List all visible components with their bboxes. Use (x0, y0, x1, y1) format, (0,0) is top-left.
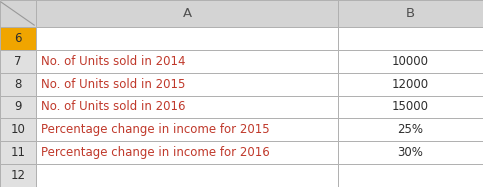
Bar (338, 118, 483, 141)
Bar (0, 141, 36, 164)
Bar (36, 164, 338, 187)
Text: B: B (406, 7, 415, 20)
Bar (36, 73, 338, 96)
Bar (36, 27, 338, 50)
Bar (338, 164, 483, 187)
Bar (338, 141, 483, 164)
Bar (0, 0, 36, 27)
Bar (338, 27, 483, 50)
Bar (338, 96, 483, 118)
Text: 8: 8 (14, 78, 22, 91)
Text: 9: 9 (14, 100, 22, 114)
Text: 6: 6 (14, 32, 22, 45)
Text: 12000: 12000 (392, 78, 429, 91)
Text: 10000: 10000 (392, 55, 429, 68)
Bar (36, 141, 338, 164)
Bar (36, 96, 338, 118)
Text: No. of Units sold in 2016: No. of Units sold in 2016 (41, 100, 186, 114)
Text: No. of Units sold in 2014: No. of Units sold in 2014 (41, 55, 186, 68)
Bar (0, 164, 36, 187)
Bar (0, 50, 36, 73)
Bar (0, 118, 36, 141)
Text: Percentage change in income for 2015: Percentage change in income for 2015 (41, 123, 270, 136)
Text: No. of Units sold in 2015: No. of Units sold in 2015 (41, 78, 185, 91)
Text: 30%: 30% (398, 146, 424, 159)
Text: 25%: 25% (398, 123, 424, 136)
Text: 12: 12 (11, 169, 26, 182)
Bar (338, 0, 483, 27)
Text: 10: 10 (11, 123, 26, 136)
Text: A: A (183, 7, 192, 20)
Bar (338, 50, 483, 73)
Text: 15000: 15000 (392, 100, 429, 114)
Bar (0, 73, 36, 96)
Text: 11: 11 (11, 146, 26, 159)
Bar (0, 96, 36, 118)
Text: Percentage change in income for 2016: Percentage change in income for 2016 (41, 146, 270, 159)
Bar (338, 73, 483, 96)
Bar (36, 0, 338, 27)
Bar (36, 50, 338, 73)
Text: 7: 7 (14, 55, 22, 68)
Bar (36, 118, 338, 141)
Bar (0, 27, 36, 50)
